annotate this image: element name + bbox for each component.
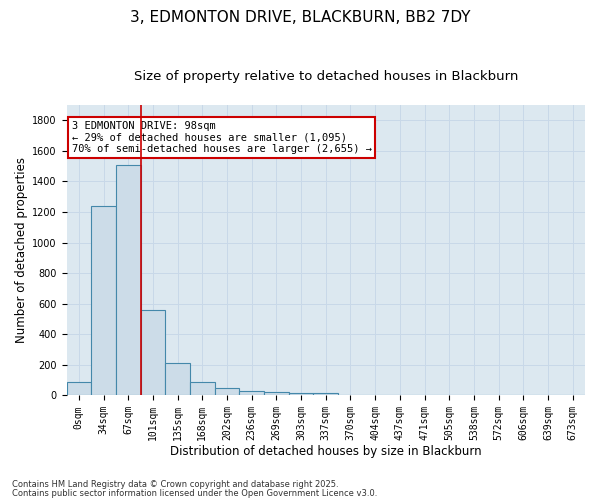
Y-axis label: Number of detached properties: Number of detached properties (15, 157, 28, 343)
Bar (313, 393, 338, 396)
Bar (289, 393, 313, 396)
Bar (264, 392, 289, 396)
Text: Contains public sector information licensed under the Open Government Licence v3: Contains public sector information licen… (12, 489, 377, 498)
Text: 3, EDMONTON DRIVE, BLACKBURN, BB2 7DY: 3, EDMONTON DRIVE, BLACKBURN, BB2 7DY (130, 10, 470, 25)
Bar (140, 310, 165, 396)
Text: Contains HM Land Registry data © Crown copyright and database right 2025.: Contains HM Land Registry data © Crown c… (12, 480, 338, 489)
Bar (165, 364, 190, 396)
Bar (215, 388, 239, 396)
Text: 3 EDMONTON DRIVE: 98sqm
← 29% of detached houses are smaller (1,095)
70% of semi: 3 EDMONTON DRIVE: 98sqm ← 29% of detache… (71, 121, 371, 154)
Title: Size of property relative to detached houses in Blackburn: Size of property relative to detached ho… (134, 70, 518, 83)
X-axis label: Distribution of detached houses by size in Blackburn: Distribution of detached houses by size … (170, 444, 482, 458)
Bar (338, 394, 363, 396)
Bar (67, 382, 91, 396)
Bar (190, 382, 215, 396)
Bar (91, 206, 116, 396)
Bar (239, 391, 264, 396)
Bar (116, 164, 140, 396)
